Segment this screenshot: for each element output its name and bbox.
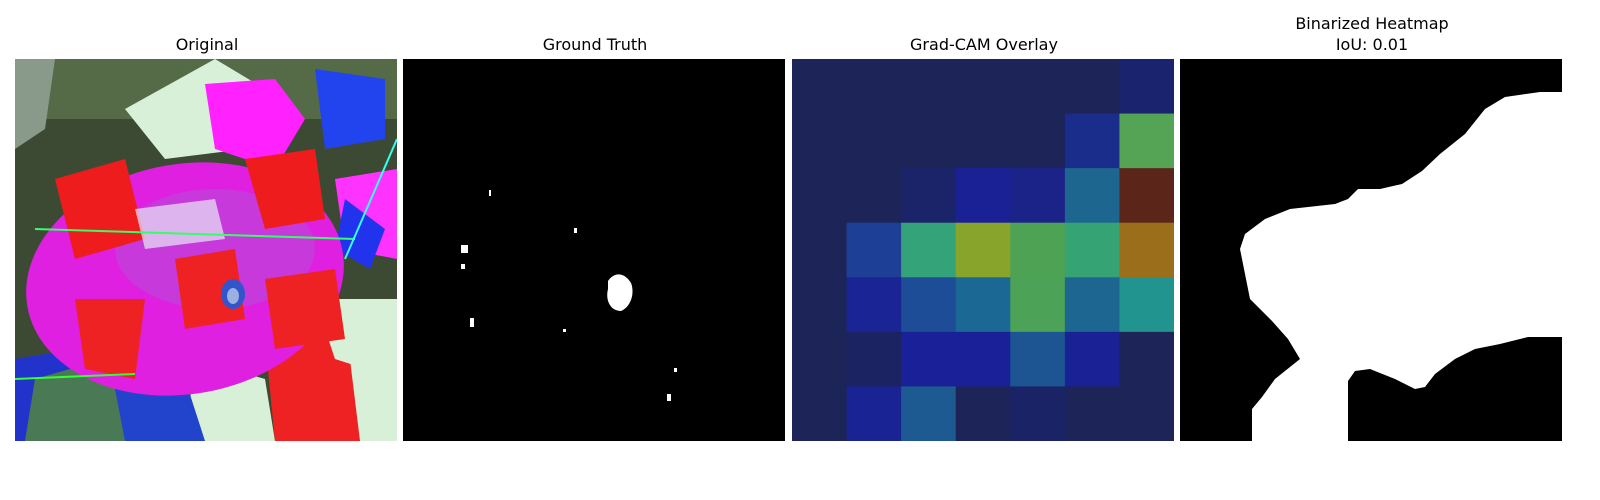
heatmap-cell <box>1064 331 1121 388</box>
heatmap-cell <box>955 222 1011 278</box>
heatmap-cell <box>955 113 1011 169</box>
heatmap-cell <box>1064 222 1121 278</box>
ground-truth-mask <box>403 59 785 441</box>
heatmap-cell <box>846 113 902 169</box>
heatmap-cell <box>792 277 848 333</box>
gradcam-title: Grad-CAM Overlay <box>910 35 1058 54</box>
ground-truth-title: Ground Truth <box>542 35 648 54</box>
heatmap-cell <box>1010 277 1066 333</box>
heatmap-cell <box>792 386 848 441</box>
heatmap-cell <box>1119 113 1174 169</box>
heatmap-cell <box>1064 168 1121 224</box>
heatmap-cell <box>792 222 848 278</box>
heatmap-cell <box>1010 59 1066 115</box>
heatmap-cell <box>901 222 957 278</box>
heatmap-cell <box>1010 113 1066 169</box>
heatmap-cell <box>901 386 957 441</box>
heatmap-cell <box>1119 386 1174 441</box>
heatmap-cell <box>1010 168 1066 224</box>
heatmap-cell <box>1119 222 1174 278</box>
heatmap-cell <box>955 59 1011 115</box>
heatmap-cell <box>1010 222 1066 278</box>
heatmap-cell <box>1119 59 1174 115</box>
heatmap-cell <box>955 331 1011 388</box>
heatmap-cell <box>1064 59 1121 115</box>
heatmap-cell <box>955 168 1011 224</box>
heatmap-cell <box>1119 331 1174 388</box>
heatmap-cell <box>792 331 848 388</box>
heatmap-cell <box>846 386 902 441</box>
heatmap-cell <box>1064 386 1121 441</box>
heatmap-cell <box>901 168 957 224</box>
heatmap-cell <box>1064 277 1121 333</box>
original-panel: Original <box>15 0 399 500</box>
binarized-mask <box>1180 59 1562 441</box>
heatmap-cell <box>901 331 957 388</box>
heatmap-cell <box>846 59 902 115</box>
heatmap-cell <box>1119 277 1174 333</box>
heatmap-cell <box>901 59 957 115</box>
heatmap-cell <box>955 386 1011 441</box>
heatmap-cell <box>792 59 848 115</box>
heatmap-cell <box>1010 386 1066 441</box>
heatmap-cell <box>1119 168 1174 224</box>
original-image <box>15 59 397 441</box>
iou-label: IoU: 0.01 <box>1335 35 1409 54</box>
heatmap-cell <box>1064 113 1121 169</box>
binarized-panel: Binarized Heatmap IoU: 0.01 <box>1180 0 1564 500</box>
heatmap-cell <box>955 277 1011 333</box>
heatmap-cell <box>792 168 848 224</box>
heatmap-cell <box>792 113 848 169</box>
original-title: Original <box>175 35 239 54</box>
gradcam-heatmap <box>792 59 1174 441</box>
heatmap-cell <box>846 331 902 388</box>
heatmap-cell <box>846 277 902 333</box>
heatmap-cell <box>1010 331 1066 388</box>
heatmap-cell <box>901 113 957 169</box>
binarized-title: Binarized Heatmap <box>1295 14 1449 33</box>
heatmap-cell <box>901 277 957 333</box>
gradcam-panel: Grad-CAM Overlay <box>792 0 1176 500</box>
heatmap-cell <box>846 222 902 278</box>
ground-truth-panel: Ground Truth <box>403 0 787 500</box>
heatmap-cell <box>846 168 902 224</box>
